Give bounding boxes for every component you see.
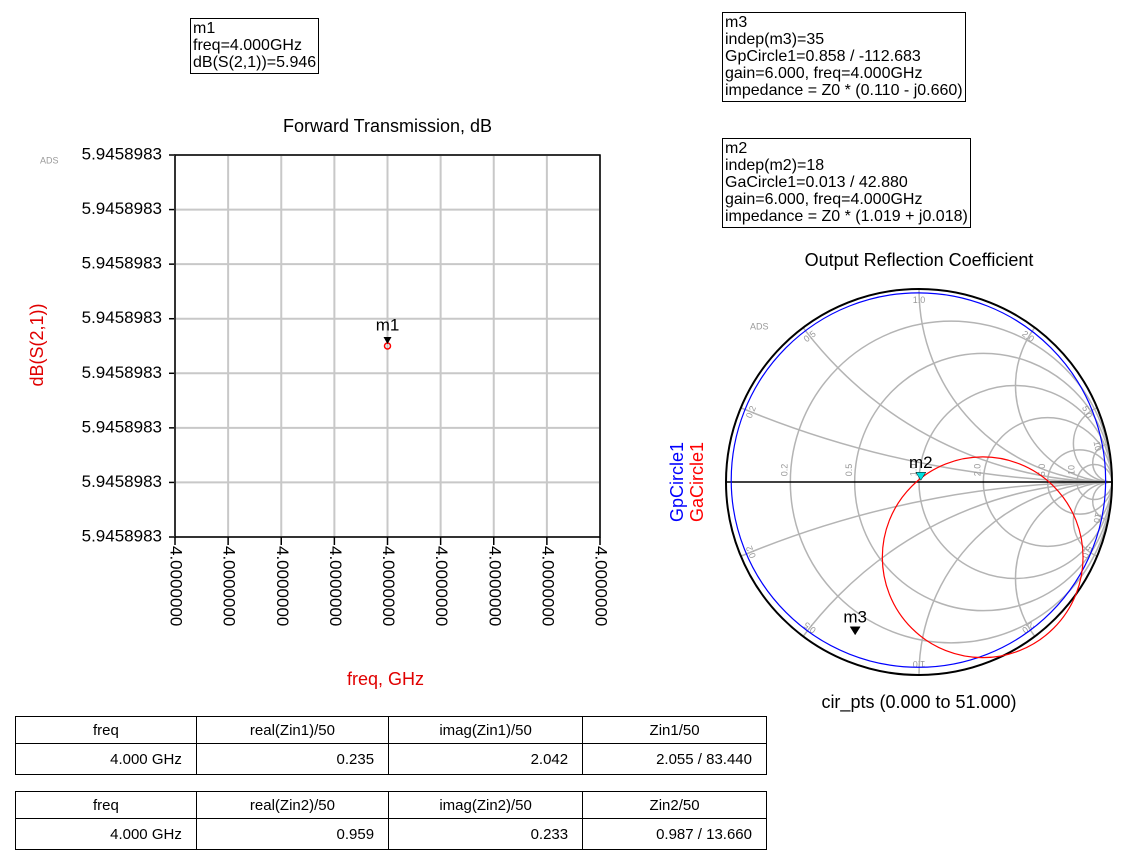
header-cell: real(Zin1)/50 <box>195 716 390 744</box>
resistance-label: 5.0 <box>1037 464 1047 477</box>
marker-triangle <box>915 472 927 481</box>
resistance-label: 1.0 <box>908 464 918 477</box>
header-cell: Zin1/50 <box>582 716 767 744</box>
cell: 2.055 / 83.440 <box>582 743 767 775</box>
y-tick-label: 5.9458983 <box>82 199 162 218</box>
resistance-label: 10 <box>1066 465 1076 475</box>
readout-line: gain=6.000, freq=4.000GHz <box>725 191 923 208</box>
marker-readout: m3 indep(m3)=35 GpCircle1=0.858 / -112.6… <box>722 12 966 102</box>
x-tick-label: 4.0000000 <box>432 546 451 626</box>
y-tick-label: 5.9458983 <box>82 417 162 436</box>
reactance-arc <box>1072 481 1112 560</box>
reactance-label: 10 <box>1092 512 1104 524</box>
x-axis-label: cir_pts (0.000 to 51.000) <box>821 692 1016 713</box>
x-tick-label: 4.0000000 <box>379 546 398 626</box>
gain-circle <box>730 292 1107 668</box>
readout-line: impedance = Z0 * (1.019 + j0.018) <box>725 208 968 225</box>
legend-label: GaCircle1 <box>687 442 707 522</box>
chart-title: Output Reflection Coefficient <box>805 250 1034 270</box>
cell: 4.000 GHz <box>15 743 197 775</box>
reactance-label: 0.2 <box>744 404 758 419</box>
marker-label: m3 <box>843 607 867 626</box>
watermark: ADS <box>40 155 59 165</box>
x-tick-label: 4.0000000 <box>167 546 186 626</box>
readout-line: GpCircle1=0.858 / -112.683 <box>725 48 921 65</box>
y-tick-label: 5.9458983 <box>82 526 162 545</box>
reactance-arc <box>1014 481 1112 675</box>
resistance-label: 0.2 <box>780 464 790 477</box>
header-cell: real(Zin2)/50 <box>195 791 390 819</box>
header-cell: Zin2/50 <box>582 791 767 819</box>
cell: 0.233 <box>388 818 584 850</box>
x-tick-label: 4.0000000 <box>326 546 345 626</box>
readout-line: indep(m3)=35 <box>725 31 825 48</box>
header-cell: freq <box>15 791 197 819</box>
data-table: freq real(Zin1)/50 imag(Zin1)/50 Zin1/50… <box>15 716 767 775</box>
marker-triangle <box>383 337 392 344</box>
y-axis-label: dB(S(2,1)) <box>27 303 47 386</box>
cell: 0.959 <box>195 818 390 850</box>
marker-label: m2 <box>909 453 933 472</box>
readout-line: freq=4.000GHz <box>193 37 302 54</box>
x-tick-label: 4.0000000 <box>273 546 292 626</box>
gain-circle <box>881 456 1084 659</box>
readout-line: m3 <box>725 14 748 31</box>
chart-title: Forward Transmission, dB <box>283 116 492 136</box>
resistance-label: 0.5 <box>844 464 854 477</box>
x-axis-label: freq, GHz <box>347 669 424 689</box>
cell: 4.000 GHz <box>15 818 197 850</box>
reactance-label: 1.0 <box>913 295 926 305</box>
table-row: 4.000 GHz 0.235 2.042 2.055 / 83.440 <box>15 743 767 775</box>
header-cell: imag(Zin2)/50 <box>388 791 584 819</box>
reactance-label: 0.5 <box>802 329 818 345</box>
y-tick-label: 5.9458983 <box>82 144 162 163</box>
plot-frame <box>174 154 601 538</box>
reactance-arc <box>1072 404 1112 483</box>
table-row: 4.000 GHz 0.959 0.233 0.987 / 13.660 <box>15 818 767 850</box>
header-cell: freq <box>15 716 197 744</box>
reactance-label: 2.0 <box>1020 329 1036 345</box>
table-header: freq real(Zin1)/50 imag(Zin1)/50 Zin1/50 <box>15 716 767 744</box>
table-header: freq real(Zin2)/50 imag(Zin2)/50 Zin2/50 <box>15 791 767 819</box>
readout-line: gain=6.000, freq=4.000GHz <box>725 65 923 82</box>
readout-line: impedance = Z0 * (0.110 - j0.660) <box>725 82 963 99</box>
x-tick-label: 4.0000000 <box>485 546 504 626</box>
x-tick-label: 4.0000000 <box>592 546 611 626</box>
cell: 2.042 <box>388 743 584 775</box>
reactance-label: 1.0 <box>913 659 926 669</box>
marker-readout: m2 indep(m2)=18 GaCircle1=0.013 / 42.880… <box>722 138 971 228</box>
y-tick-label: 5.9458983 <box>82 472 162 491</box>
readout-line: indep(m2)=18 <box>725 157 825 174</box>
readout-line: dB(S(2,1))=5.946 <box>193 54 317 71</box>
reactance-label: 10 <box>1092 440 1104 452</box>
cell: 0.235 <box>195 743 390 775</box>
legend-label: GpCircle1 <box>667 442 687 522</box>
marker-triangle <box>849 626 861 636</box>
y-tick-label: 5.9458983 <box>82 254 162 273</box>
x-tick-label: 4.0000000 <box>220 546 239 626</box>
readout-line: m1 <box>193 20 216 37</box>
reactance-label: 5.0 <box>1080 404 1094 419</box>
header-cell: imag(Zin1)/50 <box>388 716 584 744</box>
y-tick-label: 5.9458983 <box>82 363 162 382</box>
marker-label: m1 <box>376 315 400 334</box>
readout-line: m2 <box>725 140 748 157</box>
resistance-label: 2.0 <box>973 464 983 477</box>
smith-boundary <box>725 288 1113 676</box>
cell: 0.987 / 13.660 <box>582 818 767 850</box>
y-tick-label: 5.9458983 <box>82 308 162 327</box>
readout-line: GaCircle1=0.013 / 42.880 <box>725 174 908 191</box>
marker-readout: m1 freq=4.000GHz dB(S(2,1))=5.946 <box>190 18 320 74</box>
watermark: ADS <box>750 321 769 331</box>
reactance-arc <box>1014 289 1112 483</box>
x-tick-label: 4.0000000 <box>538 546 557 626</box>
data-table: freq real(Zin2)/50 imag(Zin2)/50 Zin2/50… <box>15 791 767 850</box>
